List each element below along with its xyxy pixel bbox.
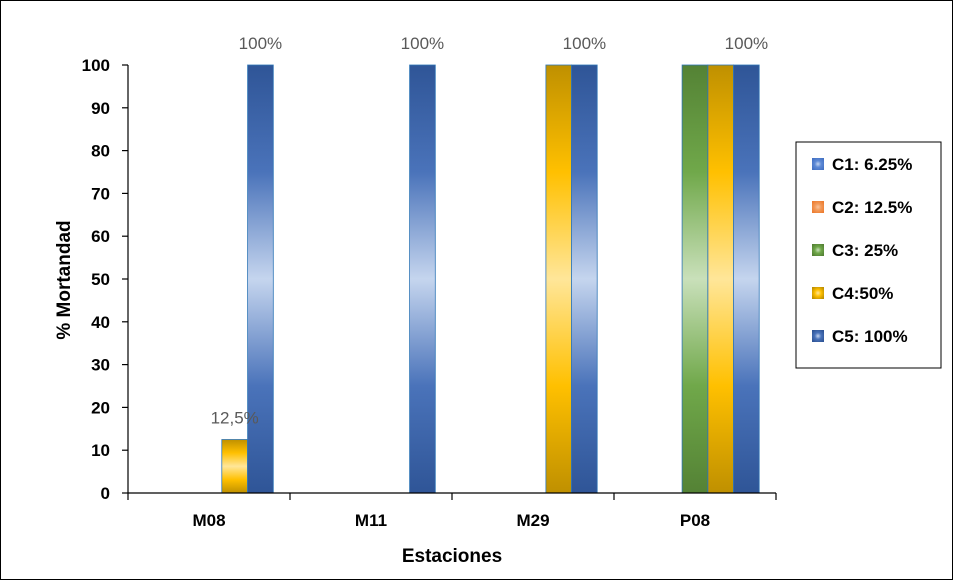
y-tick-label-0: 0 — [101, 484, 110, 503]
x-tick-label-p08: P08 — [680, 511, 710, 530]
bars-group — [221, 64, 760, 494]
bar-m08-c5-100 — [247, 64, 274, 494]
legend-swatch-c4-50 — [812, 287, 824, 299]
data-label-m08-1: 12,5% — [211, 409, 259, 428]
bar-m29-c5-100 — [571, 64, 598, 494]
legend-label-c4-50: C4:50% — [832, 284, 893, 303]
data-label-m29-1: 100% — [563, 34, 606, 53]
bar-p08-c3-25 — [681, 64, 709, 494]
legend-label-c5-100: C5: 100% — [832, 327, 908, 346]
y-tick-label-30: 30 — [91, 356, 110, 375]
y-tick-label-40: 40 — [91, 313, 110, 332]
legend-swatch-c2-12-5 — [812, 201, 824, 213]
y-tick-label-90: 90 — [91, 99, 110, 118]
legend: C1: 6.25% C2: 12.5% C3: 25% C4:50% C5: 100% — [795, 141, 942, 369]
y-tick-label-70: 70 — [91, 184, 110, 203]
data-labels-group: 12,5% 100% 100% 100% 100% — [211, 34, 769, 428]
bar-m29-c4-50 — [545, 64, 573, 494]
legend-swatch-c1-6-25 — [812, 158, 824, 170]
x-tick-label-m08: M08 — [192, 511, 225, 530]
axes-group: 0 10 20 30 40 50 60 70 80 90 100 M08 M11 M29 P08 — [82, 56, 777, 530]
legend-swatch-c5-100 — [812, 330, 824, 342]
bar-p08-c5-100 — [733, 64, 760, 494]
data-label-m08-2: 100% — [239, 34, 282, 53]
y-axis-title: % Mortandad — [54, 220, 75, 339]
bar-m08-c4-50 — [221, 439, 248, 494]
legend-label-c2-12-5: C2: 12.5% — [832, 198, 912, 217]
x-axis-title: Estaciones — [402, 546, 502, 567]
legend-label-c1-6-25: C1: 6.25% — [832, 155, 912, 174]
data-label-p08-1: 100% — [725, 34, 768, 53]
y-tick-label-50: 50 — [91, 270, 110, 289]
data-label-m11-1: 100% — [401, 34, 444, 53]
y-tick-label-60: 60 — [91, 227, 110, 246]
legend-label-c3-25: C3: 25% — [832, 241, 898, 260]
y-tick-label-100: 100 — [82, 56, 110, 75]
x-tick-label-m11: M11 — [355, 511, 387, 530]
y-tick-label-10: 10 — [91, 441, 110, 460]
legend-swatch-c3-25 — [812, 244, 824, 256]
bar-p08-c4-50 — [707, 64, 735, 494]
y-tick-label-20: 20 — [91, 398, 110, 417]
bar-m11-c5-100 — [409, 64, 436, 494]
x-tick-label-m29: M29 — [516, 511, 549, 530]
y-tick-label-80: 80 — [91, 142, 110, 161]
